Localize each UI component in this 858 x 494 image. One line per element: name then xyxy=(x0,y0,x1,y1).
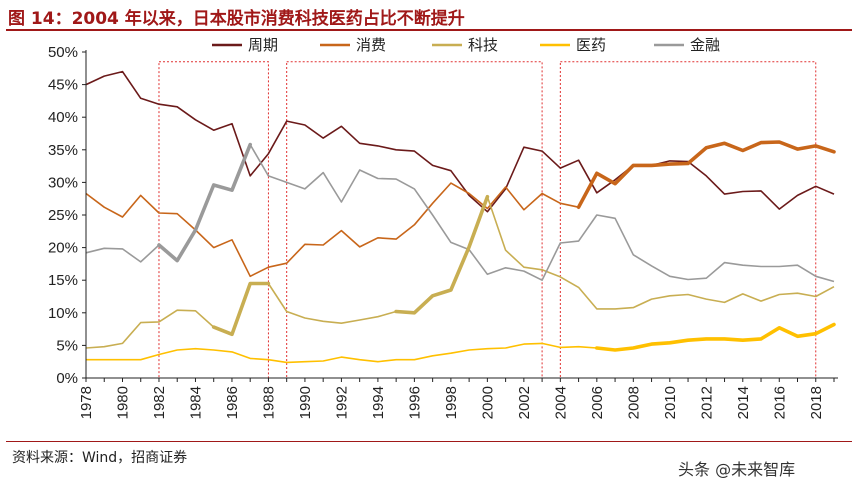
x-tick-label: 2012 xyxy=(698,386,715,419)
legend-label: 周期 xyxy=(248,36,278,54)
legend: 周期 消费 科技 医药 金融 xyxy=(212,36,720,54)
title-divider xyxy=(6,29,852,31)
x-tick-label: 1988 xyxy=(260,386,277,419)
y-tick-label: 10% xyxy=(48,305,78,322)
footer-divider xyxy=(6,441,852,442)
x-tick-label: 2008 xyxy=(625,386,642,419)
x-tick-label: 1978 xyxy=(78,386,95,419)
series-emphasis-line xyxy=(576,140,836,209)
highlight-period-box xyxy=(559,61,817,379)
series-emphasis-line xyxy=(594,322,836,352)
y-tick-label: 15% xyxy=(48,272,78,289)
source-note: 资料来源：Wind，招商证券 xyxy=(12,450,188,466)
highlight-boxes xyxy=(158,61,817,379)
x-tick-label: 1998 xyxy=(443,386,460,419)
x-tick-label: 1992 xyxy=(333,386,350,419)
x-tick-label: 2000 xyxy=(479,386,496,419)
series-emphasis-line xyxy=(394,194,490,315)
series-lines xyxy=(85,70,836,364)
watermark: 头条 @未来智库 xyxy=(678,460,796,479)
legend-label: 消费 xyxy=(356,36,386,54)
y-tick-label: 40% xyxy=(48,109,78,126)
x-tick-label: 1982 xyxy=(151,386,168,419)
x-tick-label: 2016 xyxy=(771,386,788,419)
x-tick-label: 1984 xyxy=(187,386,204,419)
y-tick-label: 45% xyxy=(48,77,78,94)
x-tick-label: 1994 xyxy=(370,386,387,419)
x-tick-label: 2010 xyxy=(662,386,679,419)
x-tick-label: 1996 xyxy=(406,386,423,419)
x-tick-label: 2014 xyxy=(735,386,752,419)
series-emphasis-line xyxy=(211,281,271,337)
axes: 0% 5% 10% 15% 20% 25% 30% 35% 40% 45% 50% 1978 1980 1… xyxy=(48,44,838,419)
y-tick-label: 35% xyxy=(48,142,78,159)
x-tick-label: 2002 xyxy=(516,386,533,419)
x-tick-label: 1990 xyxy=(297,386,314,419)
series-line xyxy=(85,70,835,213)
y-tick-label: 50% xyxy=(48,44,78,61)
x-tick-label: 1980 xyxy=(114,386,131,419)
series-line xyxy=(85,143,835,283)
line-chart: 0% 5% 10% 15% 20% 25% 30% 35% 40% 45% 50% 1978 1980 1… xyxy=(48,36,838,419)
y-tick-label: 25% xyxy=(48,207,78,224)
y-tick-label: 0% xyxy=(56,370,78,387)
series-line xyxy=(86,323,835,364)
highlight-period-box xyxy=(158,61,269,379)
series-emphasis-line xyxy=(157,142,252,263)
highlight-period-box xyxy=(286,61,543,379)
legend-label: 金融 xyxy=(690,36,720,54)
series-line xyxy=(85,141,835,278)
y-tick-label: 30% xyxy=(48,174,78,191)
chart-title: 图 14：2004 年以来，日本股市消费科技医药占比不断提升 xyxy=(8,9,465,29)
x-tick-label: 2006 xyxy=(589,386,606,419)
x-tick-label: 2004 xyxy=(552,386,569,419)
y-tick-label: 5% xyxy=(56,337,78,354)
legend-label: 医药 xyxy=(576,36,606,54)
legend-label: 科技 xyxy=(468,36,498,54)
x-tick-label: 2018 xyxy=(808,386,825,419)
y-tick-label: 20% xyxy=(48,240,78,257)
x-tick-label: 1986 xyxy=(224,386,241,419)
